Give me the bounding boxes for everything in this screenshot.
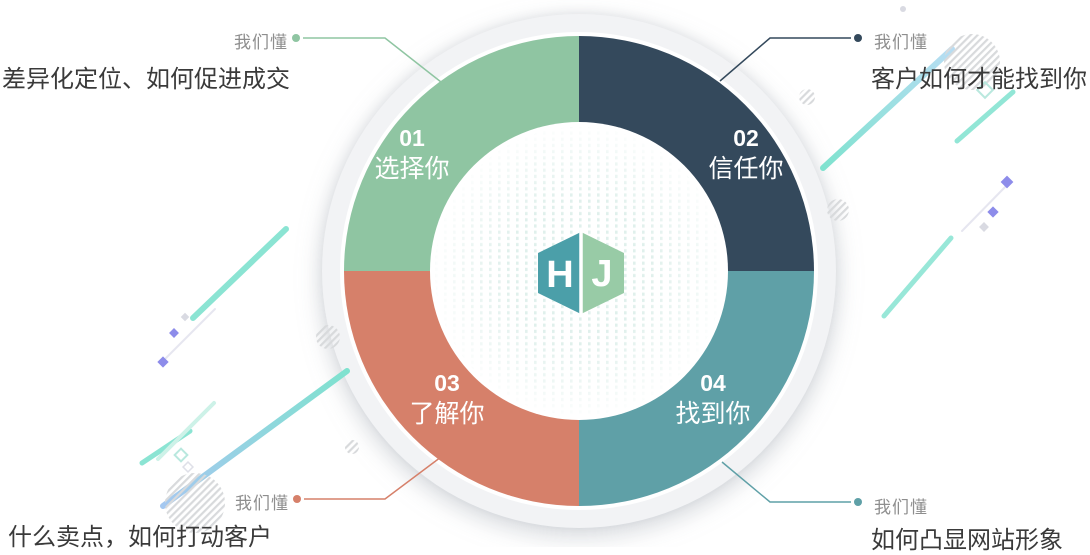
segment-label-02: 02 信任你 <box>708 124 783 186</box>
logo-letter-h: H <box>546 254 573 296</box>
decor-thin-line <box>165 308 216 359</box>
hatched-circle <box>827 199 849 221</box>
callout-tag-top-right: 我们懂 <box>874 33 928 52</box>
callout-tag-bottom-right: 我们懂 <box>874 498 928 517</box>
segment-title: 信任你 <box>708 155 784 183</box>
diamond-gray <box>979 222 989 232</box>
logo-left-half <box>538 232 581 314</box>
callout-description-top-left: 差异化定位、如何促进成交 <box>2 66 290 93</box>
logo-right-half <box>581 232 624 314</box>
callout-dot-bottom-left <box>293 495 301 503</box>
segment-label-01: 01 选择你 <box>374 124 449 186</box>
callout-line-top-left <box>303 37 442 83</box>
diamond-purple <box>169 328 179 338</box>
hatched-circle <box>345 440 359 454</box>
diamond-gray <box>180 312 190 322</box>
callout-line-bottom-right <box>721 461 851 503</box>
decor-aqua-line <box>954 89 1016 144</box>
callout-tag-bottom-left: 我们懂 <box>235 494 289 513</box>
decor-dot <box>900 6 906 12</box>
callout-description-bottom-right: 如何凸显网站形象 <box>871 527 1063 554</box>
decor-thin-line <box>961 183 1009 232</box>
segment-number: 03 <box>434 370 460 396</box>
decor-gradient-line-top-right <box>820 46 955 171</box>
segment-number: 02 <box>733 125 759 151</box>
callout-tag-top-left: 我们懂 <box>234 33 288 52</box>
diamond-outline-teal <box>975 80 995 100</box>
process-wheel: H J <box>322 14 836 528</box>
hexagon-logo: H J <box>538 230 624 316</box>
callout-dot-top-right <box>854 34 862 42</box>
segment-number: 01 <box>399 125 425 151</box>
segment-title: 了解你 <box>409 400 485 428</box>
callout-lines <box>292 34 862 506</box>
hatched-circle <box>165 473 225 533</box>
logo-letter-j: J <box>591 253 612 295</box>
diamond-outline-teal <box>173 447 189 463</box>
decor-aqua-line <box>881 235 954 319</box>
segment-title: 选择你 <box>374 155 450 183</box>
segment-label-03: 03 了解你 <box>409 369 484 431</box>
segment-number: 04 <box>700 370 726 396</box>
diamond-outline-gray <box>181 460 195 474</box>
hatched-circle <box>944 34 1000 90</box>
segment-label-04: 04 找到你 <box>675 369 750 431</box>
segment-title: 找到你 <box>675 400 751 428</box>
callout-dot-top-left <box>292 34 300 42</box>
callout-dot-bottom-right <box>854 498 862 506</box>
diamond-purple <box>157 356 169 368</box>
hatched-circle <box>799 89 815 105</box>
decor-soft-line <box>156 401 216 461</box>
decor-aqua-line <box>190 226 289 321</box>
callout-line-top-right <box>719 37 851 82</box>
diamond-purple <box>987 206 999 218</box>
callout-description-top-right: 客户如何才能找到你 <box>871 66 1087 93</box>
diamond-purple <box>1000 175 1014 189</box>
decor-layer <box>139 6 1016 533</box>
callout-line-bottom-left <box>304 456 442 500</box>
hatched-circle <box>316 325 340 349</box>
